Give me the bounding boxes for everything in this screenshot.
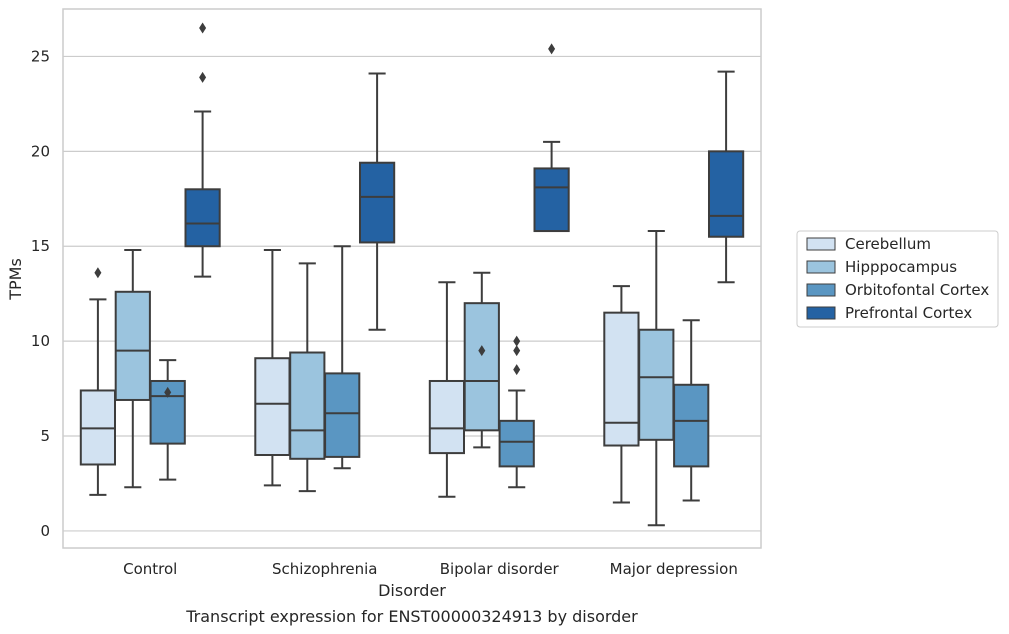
box-iqr: [498, 419, 535, 468]
box-1-3: [358, 72, 396, 331]
legend-swatch: [806, 283, 836, 297]
x-tick-label: Control: [123, 560, 177, 578]
y-tick-label: 0: [40, 522, 50, 540]
box-iqr: [533, 167, 570, 233]
chart-caption: Transcript expression for ENST0000032491…: [185, 607, 638, 626]
x-tick-label: Major depression: [610, 560, 738, 578]
y-tick-label: 15: [31, 237, 50, 255]
box-iqr: [184, 188, 221, 248]
outlier-point: [478, 345, 486, 357]
outlier-point: [164, 386, 172, 398]
outlier-point: [513, 364, 521, 376]
outlier-point: [513, 345, 521, 357]
box-2-2: [498, 335, 535, 489]
box-iqr: [673, 383, 710, 468]
box-2-1: [463, 271, 500, 449]
box-iqr: [428, 379, 466, 455]
box-iqr: [324, 372, 361, 458]
legend-label: Orbitofontal Cortex: [845, 281, 989, 299]
legend-swatch: [806, 260, 836, 274]
outlier-point: [94, 267, 102, 279]
y-tick-labels: 0 5 10 15 20 25: [31, 47, 50, 539]
box-iqr: [358, 161, 396, 244]
plot-background: [63, 9, 761, 548]
box-groups: [79, 22, 745, 527]
box-iqr: [289, 351, 326, 460]
y-tick-label: 10: [31, 332, 50, 350]
x-tick-labels: Control Schizophrenia Bipolar disorder Majo…: [123, 560, 738, 578]
outlier-point: [548, 43, 556, 55]
outlier-point: [199, 22, 207, 34]
legend-swatch: [806, 237, 836, 251]
legend-frame: [796, 230, 999, 328]
y-tick-label: 25: [31, 47, 50, 65]
legend-label: Hipppocampus: [845, 258, 957, 276]
legend-label: Cerebellum: [845, 235, 931, 253]
box-3-1: [638, 230, 675, 527]
box-iqr: [638, 328, 675, 441]
box-1-1: [289, 262, 326, 493]
legend-swatch: [806, 306, 836, 320]
y-axis-label: TPMs: [6, 258, 25, 301]
box-iqr: [603, 311, 640, 447]
legend-label: Prefrontal Cortex: [845, 304, 972, 322]
box-iqr: [463, 302, 500, 432]
box-0-0: [79, 267, 117, 496]
box-0-1: [114, 249, 151, 489]
box-iqr: [254, 357, 291, 457]
x-tick-label: Schizophrenia: [272, 560, 377, 578]
box-iqr: [114, 290, 151, 401]
x-tick-label: Bipolar disorder: [440, 560, 560, 578]
box-2-3: [533, 43, 570, 233]
legend: Cerebellum Hipppocampus Orbitofontal Corte…: [796, 230, 999, 328]
box-0-3: [184, 22, 221, 278]
x-axis-label: Disorder: [378, 581, 446, 600]
box-3-3: [707, 70, 745, 284]
y-tick-label: 5: [40, 427, 50, 445]
box-3-0: [603, 285, 640, 504]
y-tick-label: 20: [31, 142, 50, 160]
box-2-0: [428, 281, 466, 498]
box-0-2: [149, 359, 186, 481]
outlier-point: [513, 335, 521, 347]
box-1-2: [324, 245, 361, 470]
box-1-0: [254, 249, 291, 487]
outlier-point: [199, 71, 207, 83]
box-iqr: [707, 150, 745, 238]
box-3-2: [673, 319, 710, 502]
plot-frame: [62, 8, 762, 549]
